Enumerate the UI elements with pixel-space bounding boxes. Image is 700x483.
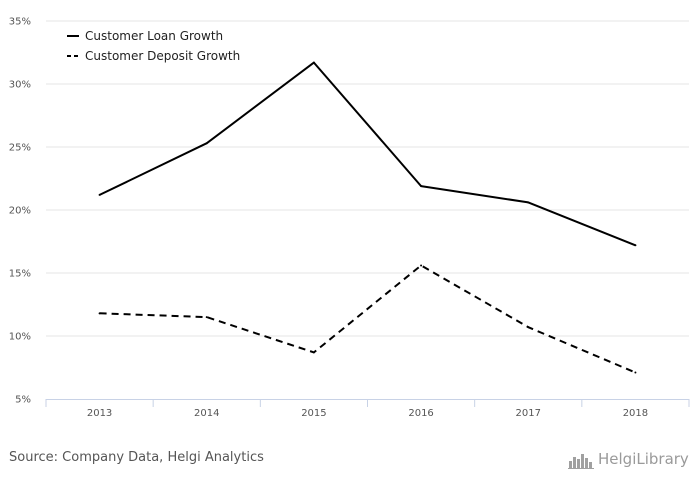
library-icon [568, 454, 594, 469]
data-point [420, 185, 423, 188]
data-point [98, 312, 101, 315]
series-line-deposit-growth [99, 264, 636, 374]
data-point [420, 264, 423, 267]
y-tick-label: 10% [9, 332, 31, 343]
y-tick-label: 35% [9, 17, 31, 28]
data-point [98, 193, 101, 196]
x-axis: 2013 2014 2015 2016 2017 2018 [45, 399, 690, 419]
source-note: Source: Company Data, Helgi Analytics [9, 450, 264, 465]
y-tick-label: 20% [9, 206, 31, 217]
data-point [634, 244, 637, 247]
y-tick-label: 5% [15, 395, 31, 406]
series-lines [98, 61, 637, 374]
x-tick-label: 2013 [87, 408, 112, 419]
legend: Customer Loan Growth Customer Deposit Gr… [67, 29, 240, 63]
grid-lines [46, 20, 689, 337]
y-tick-label: 15% [9, 269, 31, 280]
data-point [634, 371, 637, 374]
y-axis-ticks: 5% 10% 15% 20% 25% 30% 35% [9, 17, 31, 406]
x-tick-label: 2017 [516, 408, 541, 419]
x-tick-label: 2015 [301, 408, 326, 419]
x-tick-label: 2014 [194, 408, 219, 419]
y-tick-label: 30% [9, 80, 31, 91]
x-tick-label: 2016 [408, 408, 433, 419]
legend-label-deposit: Customer Deposit Growth [85, 49, 240, 63]
brand-name: HelgiLibrary [598, 450, 689, 468]
data-point [205, 142, 208, 145]
data-point [205, 316, 208, 319]
data-point [312, 61, 315, 64]
brand-logo[interactable]: HelgiLibrary [568, 448, 689, 470]
legend-label-loan: Customer Loan Growth [85, 29, 223, 43]
data-point [312, 351, 315, 354]
y-tick-label: 25% [9, 143, 31, 154]
data-point [527, 326, 530, 329]
x-tick-label: 2018 [623, 408, 648, 419]
data-point [527, 201, 530, 204]
series-line-loan-growth [99, 61, 636, 247]
